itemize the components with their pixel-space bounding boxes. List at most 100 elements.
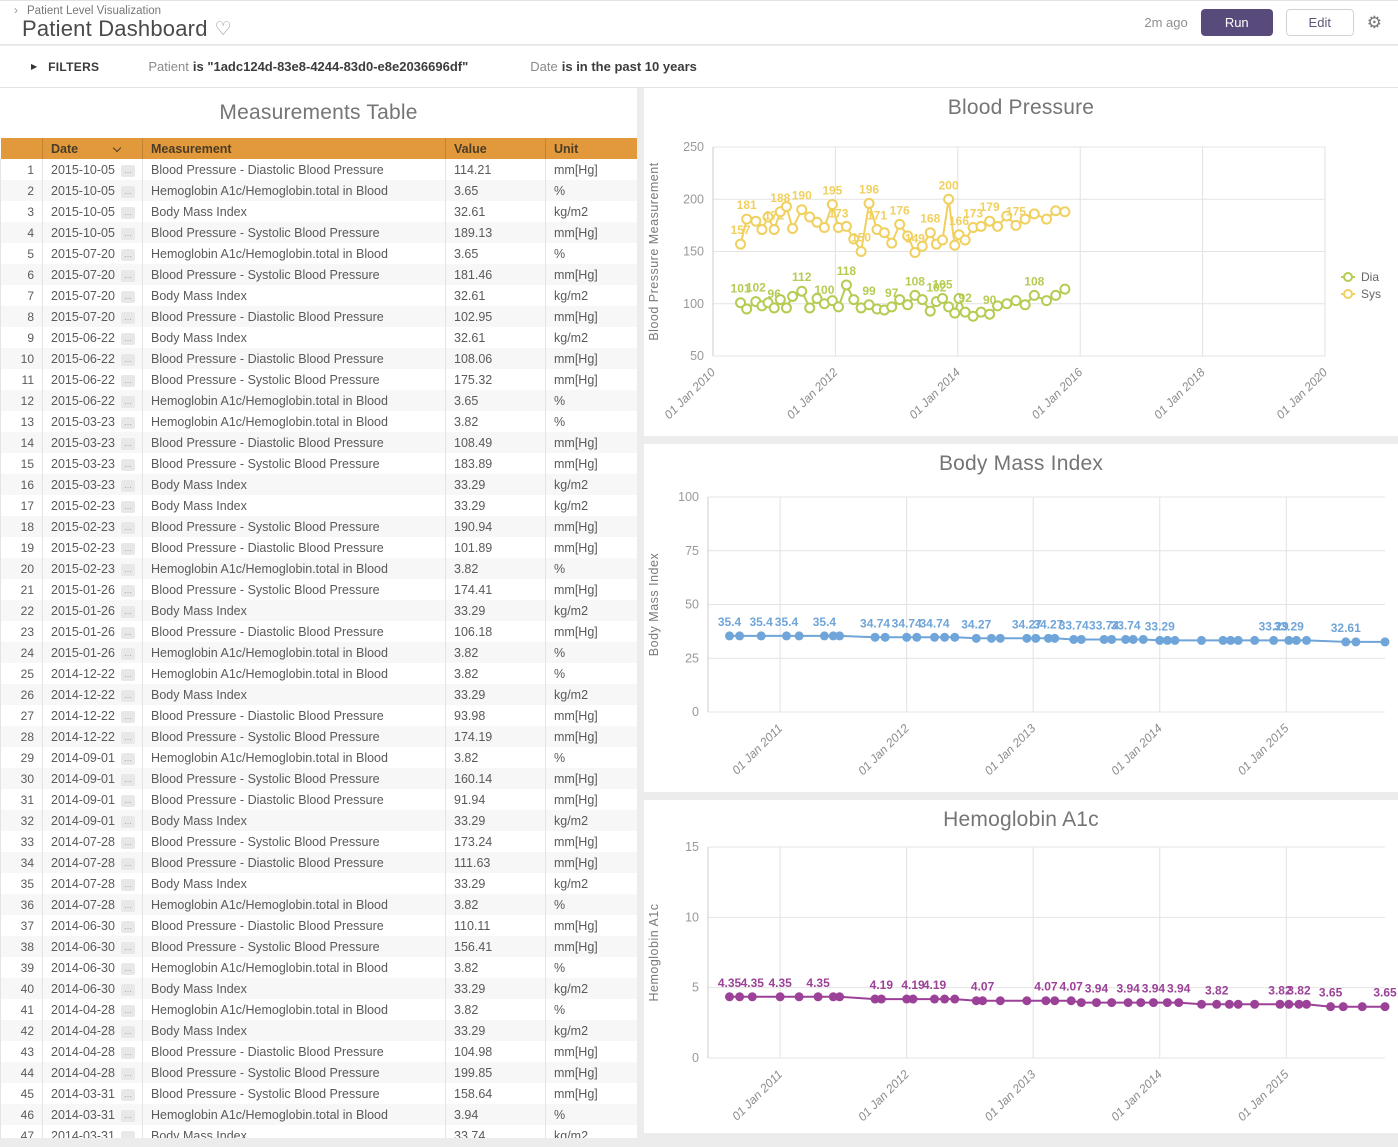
cell-actions-ellipsis-icon[interactable]: … [120,1046,135,1059]
value-cell[interactable]: 33.29 [445,1020,546,1041]
measurement-cell[interactable]: Hemoglobin A1c/Hemoglobin.total in Blood [142,894,446,915]
date-cell[interactable]: 2015-06-22… [42,369,143,390]
measurement-cell[interactable]: Blood Pressure - Systolic Blood Pressure [142,1083,446,1104]
date-cell[interactable]: 2014-04-28… [42,999,143,1020]
value-cell[interactable]: 3.82 [445,663,546,684]
unit-cell[interactable]: mm[Hg] [545,915,637,936]
date-cell[interactable]: 2015-01-26… [42,642,143,663]
date-cell[interactable]: 2015-06-22… [42,348,143,369]
measurement-cell[interactable]: Hemoglobin A1c/Hemoglobin.total in Blood [142,243,446,264]
measurement-cell[interactable]: Body Mass Index [142,684,446,705]
date-cell[interactable]: 2015-10-05… [42,180,143,201]
measurement-cell[interactable]: Blood Pressure - Diastolic Blood Pressur… [142,432,446,453]
cell-actions-ellipsis-icon[interactable]: … [120,836,135,849]
date-cell[interactable]: 2015-06-22… [42,390,143,411]
measurement-cell[interactable]: Blood Pressure - Diastolic Blood Pressur… [142,621,446,642]
date-cell[interactable]: 2014-09-01… [42,768,143,789]
measurement-cell[interactable]: Blood Pressure - Systolic Blood Pressure [142,222,446,243]
run-button[interactable]: Run [1200,9,1273,36]
unit-cell[interactable]: mm[Hg] [545,306,637,327]
cell-actions-ellipsis-icon[interactable]: … [120,857,135,870]
unit-cell[interactable]: mm[Hg] [545,453,637,474]
unit-cell[interactable]: % [545,642,637,663]
date-cell[interactable]: 2015-03-23… [42,432,143,453]
date-cell[interactable]: 2014-06-30… [42,915,143,936]
date-cell[interactable]: 2015-07-20… [42,264,143,285]
measurement-cell[interactable]: Hemoglobin A1c/Hemoglobin.total in Blood [142,663,446,684]
value-cell[interactable]: 93.98 [445,705,546,726]
cell-actions-ellipsis-icon[interactable]: … [120,878,135,891]
unit-cell[interactable]: mm[Hg] [545,789,637,810]
value-cell[interactable]: 104.98 [445,1041,546,1062]
unit-cell[interactable]: mm[Hg] [545,516,637,537]
blood-pressure-plot-area[interactable]: 01 Jan 2010 01 Jan 2012 01 Jan 2014 01 Jan … [644,128,1398,436]
unit-cell[interactable]: kg/m2 [545,978,637,999]
measurement-cell[interactable]: Blood Pressure - Systolic Blood Pressure [142,516,446,537]
value-cell[interactable]: 160.14 [445,768,546,789]
unit-cell[interactable]: % [545,747,637,768]
unit-cell[interactable]: mm[Hg] [545,222,637,243]
value-cell[interactable]: 189.13 [445,222,546,243]
value-cell[interactable]: 3.82 [445,411,546,432]
value-cell[interactable]: 3.82 [445,558,546,579]
cell-actions-ellipsis-icon[interactable]: … [120,689,135,702]
filter-date[interactable]: Date is in the past 10 years [530,59,697,74]
unit-cell[interactable]: kg/m2 [545,474,637,495]
value-cell[interactable]: 3.82 [445,999,546,1020]
measurement-cell[interactable]: Blood Pressure - Diastolic Blood Pressur… [142,537,446,558]
cell-actions-ellipsis-icon[interactable]: … [120,731,135,744]
measurement-cell[interactable]: Blood Pressure - Systolic Blood Pressure [142,768,446,789]
measurement-cell[interactable]: Body Mass Index [142,285,446,306]
value-cell[interactable]: 33.29 [445,810,546,831]
measurement-cell[interactable]: Hemoglobin A1c/Hemoglobin.total in Blood [142,642,446,663]
measurement-cell[interactable]: Hemoglobin A1c/Hemoglobin.total in Blood [142,957,446,978]
value-cell[interactable]: 173.24 [445,831,546,852]
date-cell[interactable]: 2015-02-23… [42,558,143,579]
measurement-cell[interactable]: Body Mass Index [142,474,446,495]
value-cell[interactable]: 106.18 [445,621,546,642]
date-cell[interactable]: 2015-10-05… [42,159,143,180]
value-cell[interactable]: 33.74 [445,1125,546,1138]
measurement-cell[interactable]: Hemoglobin A1c/Hemoglobin.total in Blood [142,999,446,1020]
unit-cell[interactable]: % [545,558,637,579]
cell-actions-ellipsis-icon[interactable]: … [120,353,135,366]
cell-actions-ellipsis-icon[interactable]: … [120,437,135,450]
cell-actions-ellipsis-icon[interactable]: … [120,227,135,240]
date-cell[interactable]: 2015-02-23… [42,516,143,537]
date-cell[interactable]: 2014-06-30… [42,936,143,957]
filters-expand-icon[interactable]: ▶ [31,62,38,71]
date-cell[interactable]: 2014-09-01… [42,747,143,768]
cell-actions-ellipsis-icon[interactable]: … [120,1109,135,1122]
unit-cell[interactable]: % [545,390,637,411]
cell-actions-ellipsis-icon[interactable]: … [120,668,135,681]
value-cell[interactable]: 199.85 [445,1062,546,1083]
cell-actions-ellipsis-icon[interactable]: … [120,416,135,429]
measurement-cell[interactable]: Blood Pressure - Systolic Blood Pressure [142,264,446,285]
date-cell[interactable]: 2015-06-22… [42,327,143,348]
value-cell[interactable]: 108.49 [445,432,546,453]
unit-cell[interactable]: % [545,180,637,201]
unit-cell[interactable]: mm[Hg] [545,1041,637,1062]
chart-svg[interactable]: 01 Jan 2011 01 Jan 2012 01 Jan 2013 01 Jan … [644,840,1398,1133]
value-cell[interactable]: 3.82 [445,894,546,915]
measurement-cell[interactable]: Blood Pressure - Systolic Blood Pressure [142,831,446,852]
date-cell[interactable]: 2015-07-20… [42,306,143,327]
measurement-cell[interactable]: Body Mass Index [142,201,446,222]
unit-cell[interactable]: % [545,243,637,264]
measurement-cell[interactable]: Blood Pressure - Systolic Blood Pressure [142,579,446,600]
value-cell[interactable]: 32.61 [445,201,546,222]
sort-descending-icon[interactable] [112,143,122,152]
unit-cell[interactable]: mm[Hg] [545,1083,637,1104]
unit-cell[interactable]: mm[Hg] [545,264,637,285]
unit-cell[interactable]: kg/m2 [545,684,637,705]
unit-cell[interactable]: mm[Hg] [545,369,637,390]
unit-cell[interactable]: mm[Hg] [545,1062,637,1083]
measurement-cell[interactable]: Body Mass Index [142,810,446,831]
date-cell[interactable]: 2014-07-28… [42,894,143,915]
date-cell[interactable]: 2015-01-26… [42,600,143,621]
measurement-cell[interactable]: Body Mass Index [142,327,446,348]
unit-cell[interactable]: % [545,411,637,432]
unit-cell[interactable]: kg/m2 [545,201,637,222]
chart-svg[interactable]: 01 Jan 2011 01 Jan 2012 01 Jan 2013 01 Jan … [644,484,1398,792]
value-cell[interactable]: 3.82 [445,957,546,978]
